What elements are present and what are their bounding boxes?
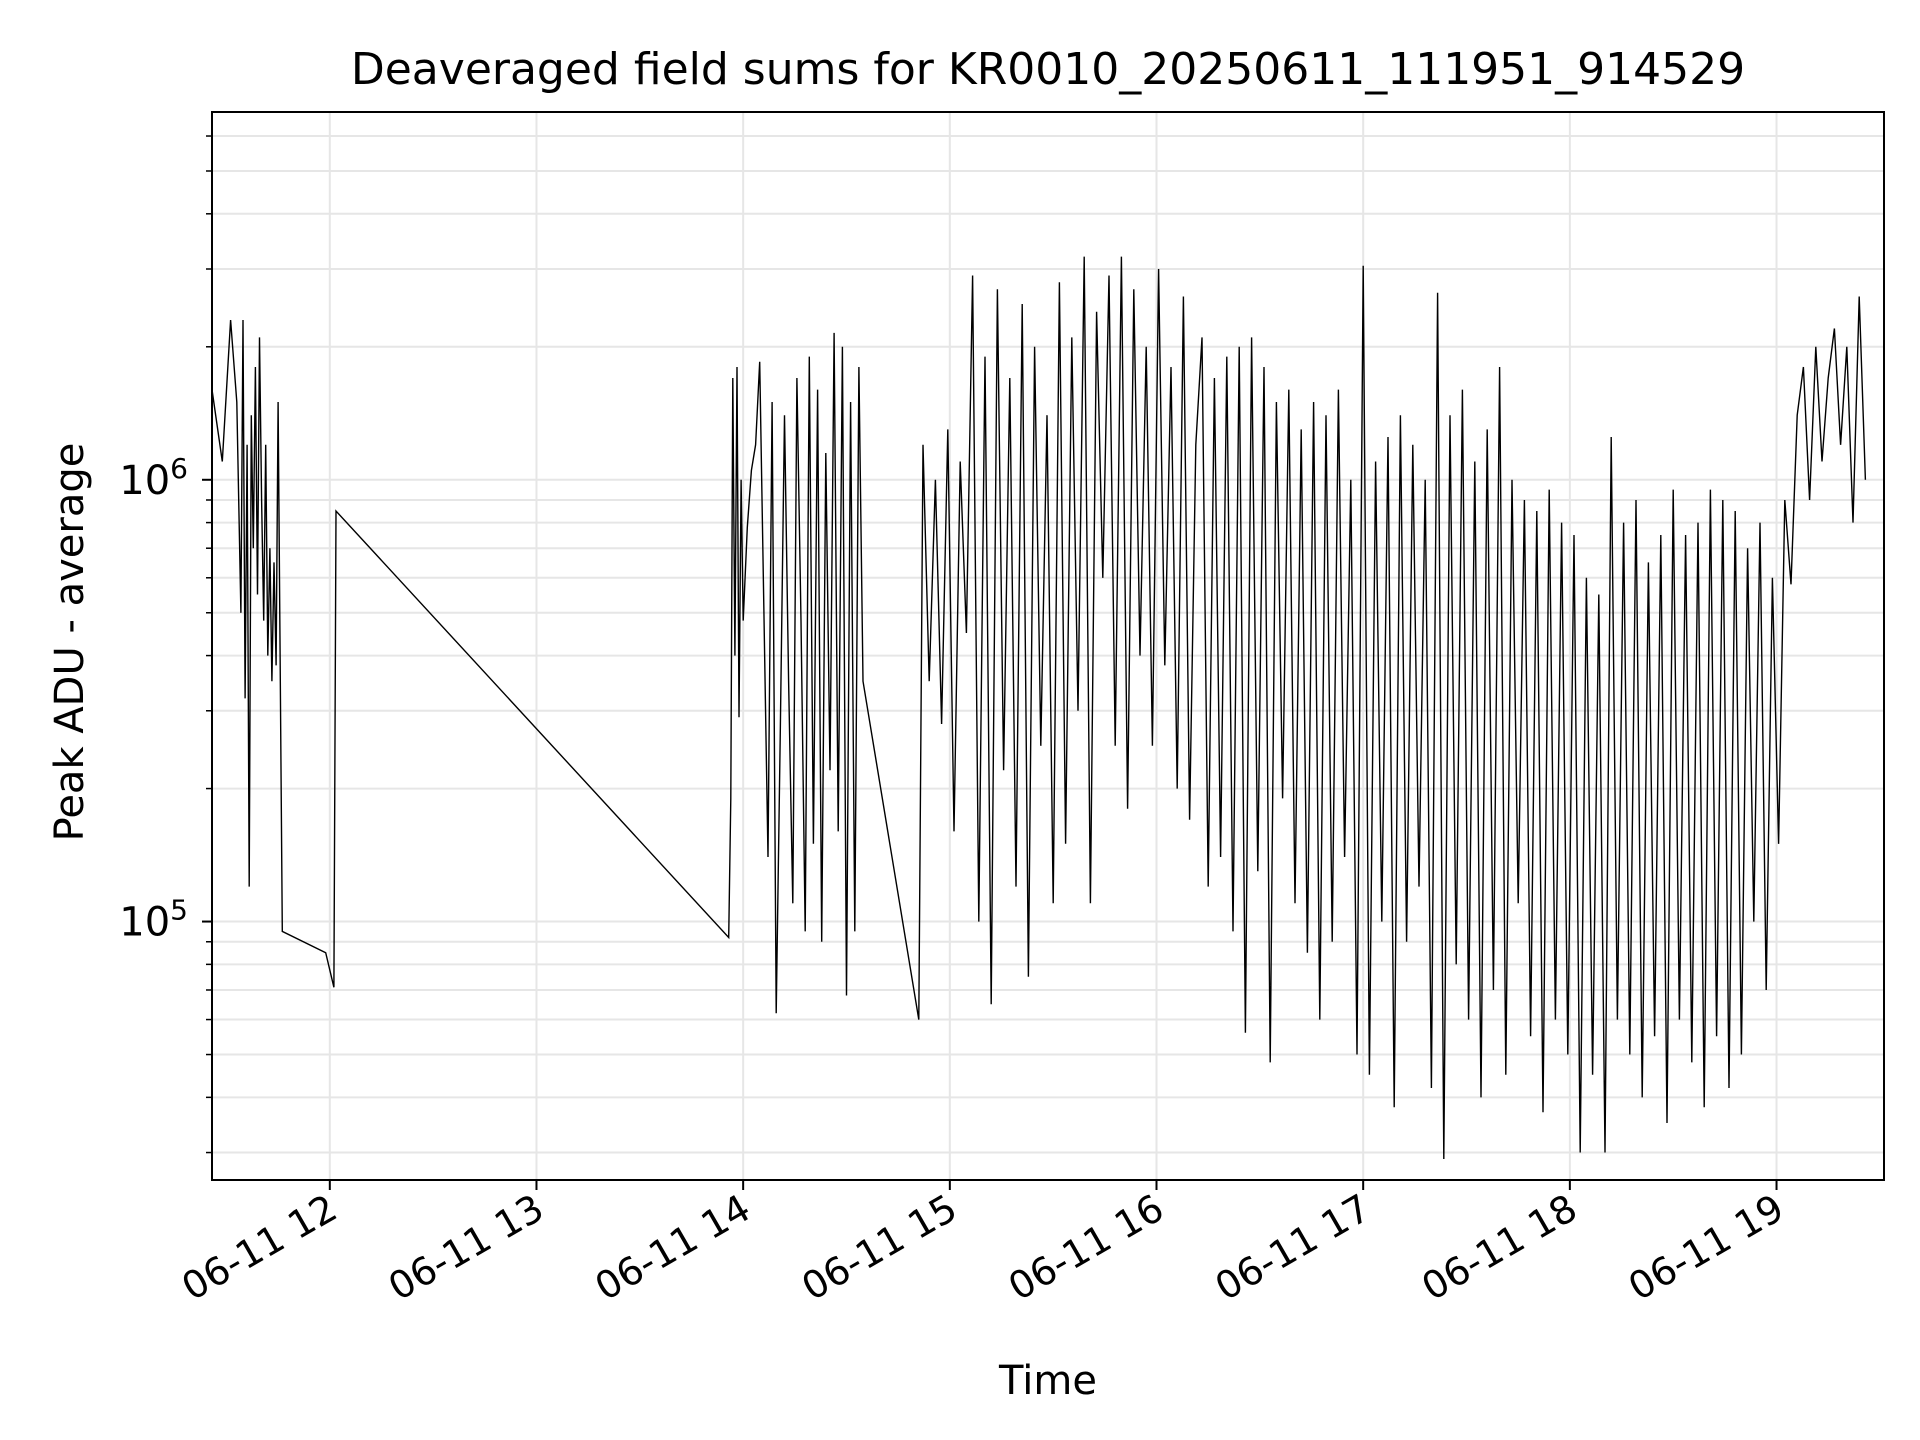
grid-lines [212,112,1884,1180]
x-tick-label: 06-11 18 [1414,1186,1584,1310]
x-axis-label: Time [999,1358,1097,1404]
x-tick-label: 06-11 15 [794,1186,964,1310]
x-tick-label: 06-11 14 [588,1186,758,1310]
x-tick-label: 06-11 17 [1208,1186,1378,1310]
y-axis-label: Peak ADU - average [47,442,93,842]
x-tick-label: 06-11 12 [174,1186,344,1310]
x-tick-label: 06-11 19 [1621,1186,1791,1310]
plot-area-frame [211,111,1885,1181]
y-tick-label: 106 [119,452,188,504]
chart-title: Deaveraged field sums for KR0010_2025061… [350,44,1746,95]
y-tick-label: 105 [119,894,188,946]
data-series-line [211,256,1867,1160]
data-layer [211,256,1867,1160]
x-tick-label: 06-11 13 [381,1186,551,1310]
x-tick-label: 06-11 16 [1001,1186,1171,1310]
